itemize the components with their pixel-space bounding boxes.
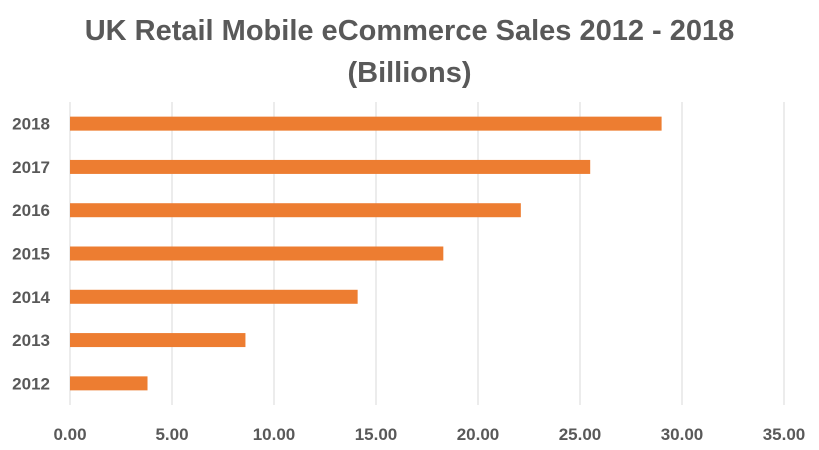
y-category-label: 2018 xyxy=(12,115,50,134)
bars xyxy=(70,116,662,391)
y-category-label: 2012 xyxy=(12,374,50,393)
y-category-label: 2015 xyxy=(12,245,50,264)
bar-2015 xyxy=(70,246,444,261)
bar-2018 xyxy=(70,116,662,131)
bar-2013 xyxy=(70,333,246,348)
x-tick-label: 25.00 xyxy=(559,425,602,444)
y-category-label: 2016 xyxy=(12,201,50,220)
chart-title-line2: (Billions) xyxy=(347,57,472,89)
y-category-label: 2013 xyxy=(12,331,50,350)
x-tick-label: 35.00 xyxy=(763,425,806,444)
chart-title: UK Retail Mobile eCommerce Sales 2012 - … xyxy=(0,10,819,94)
x-tick-label: 0.00 xyxy=(53,425,86,444)
x-tick-label: 10.00 xyxy=(253,425,296,444)
bar-2016 xyxy=(70,203,521,218)
bar-2014 xyxy=(70,289,358,304)
x-tick-label: 30.00 xyxy=(661,425,704,444)
bar-2012 xyxy=(70,376,148,391)
chart-title-line1: UK Retail Mobile eCommerce Sales 2012 - … xyxy=(84,15,735,47)
y-category-label: 2014 xyxy=(12,288,50,307)
x-tick-label: 5.00 xyxy=(155,425,188,444)
y-category-label: 2017 xyxy=(12,158,50,177)
bar-2017 xyxy=(70,159,591,174)
value-axis-labels: 0.00 5.00 10.00 15.00 20.00 25.00 30.00 35.00 xyxy=(53,425,805,444)
category-labels: 2012 2013 2014 2015 2016 2017 2018 xyxy=(12,115,50,394)
x-tick-label: 20.00 xyxy=(457,425,500,444)
x-tick-label: 15.00 xyxy=(355,425,398,444)
